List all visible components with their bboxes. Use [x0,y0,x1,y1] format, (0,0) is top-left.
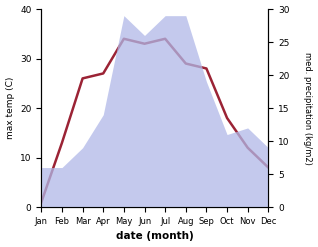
Y-axis label: med. precipitation (kg/m2): med. precipitation (kg/m2) [303,52,313,165]
X-axis label: date (month): date (month) [116,231,194,242]
Y-axis label: max temp (C): max temp (C) [5,77,15,139]
